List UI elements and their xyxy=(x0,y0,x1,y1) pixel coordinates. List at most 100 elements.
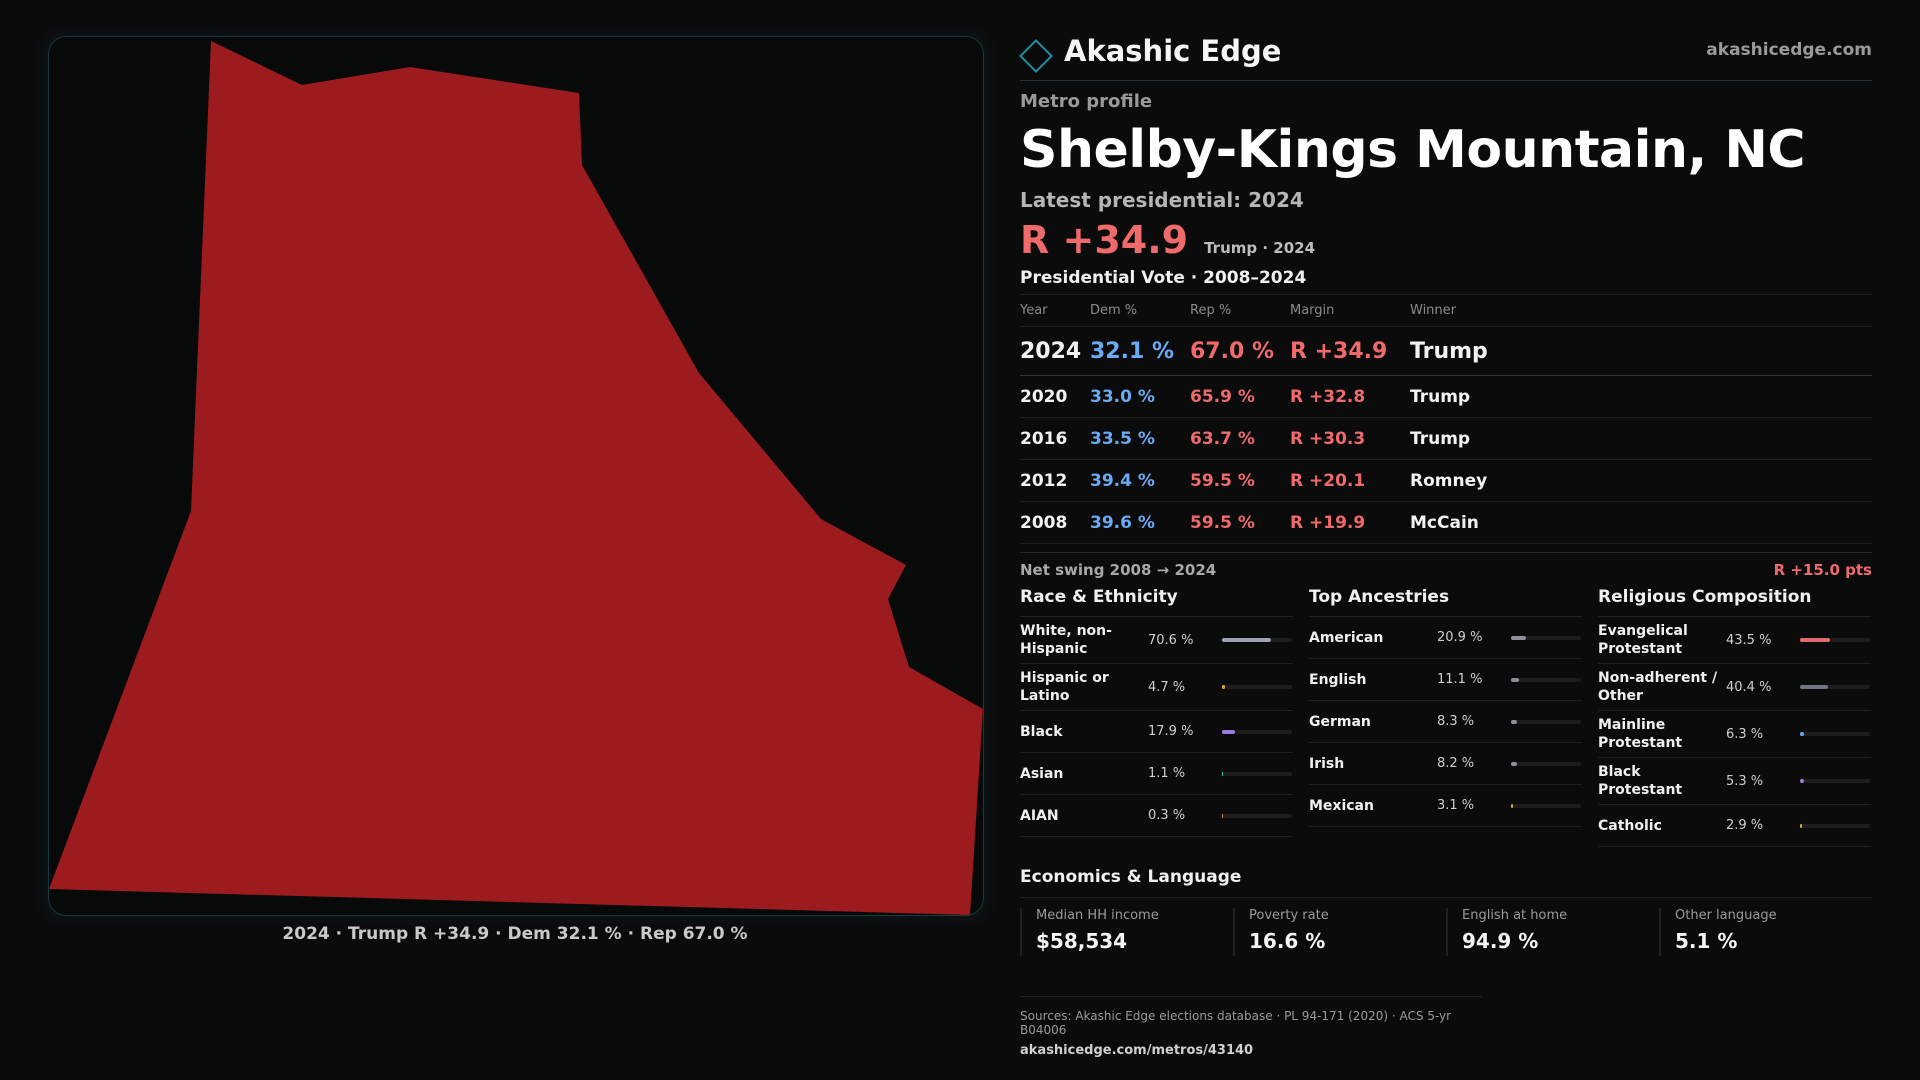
cell-dem: 32.1 % xyxy=(1090,326,1190,376)
econ-label: Median HH income xyxy=(1036,908,1159,923)
race-bar-track xyxy=(1222,729,1292,734)
religion-bar-fill xyxy=(1800,685,1829,689)
col-header-dem: Dem % xyxy=(1090,294,1190,327)
race-row: AIAN 0.3 % xyxy=(1020,795,1293,837)
econ-label: English at home xyxy=(1462,908,1568,923)
net-swing-label: Net swing 2008 → 2024 xyxy=(1020,561,1217,579)
cell-year: 2024 xyxy=(1020,326,1090,376)
religion-label: Non-adherent / Other xyxy=(1598,670,1718,704)
econ-value: $58,534 xyxy=(1036,929,1128,953)
page-eyebrow: Metro profile xyxy=(1020,91,1153,112)
metro-area-shape[interactable] xyxy=(49,41,983,915)
profile-panel: Akashic Edge akashicedge.com Metro profi… xyxy=(1019,30,1872,1058)
race-pct: 0.3 % xyxy=(1148,808,1186,823)
ancestry-section-title: Top Ancestries xyxy=(1309,587,1582,617)
race-row: Black 17.9 % xyxy=(1020,711,1293,753)
page-title: Shelby-Kings Mountain, NC xyxy=(1020,120,1806,180)
econ-value: 5.1 % xyxy=(1675,929,1738,953)
ancestry-row: American 20.9 % xyxy=(1309,617,1582,659)
religion-bar-fill xyxy=(1800,638,1831,642)
religion-label: Black Protestant xyxy=(1598,764,1683,798)
brand-header: Akashic Edge akashicedge.com xyxy=(1019,30,1872,81)
ancestry-row: Mexican 3.1 % xyxy=(1309,785,1582,827)
race-bar-fill xyxy=(1222,771,1224,776)
race-bar-track xyxy=(1222,813,1292,818)
religion-label: Evangelical Protestant xyxy=(1598,623,1688,657)
presidential-table: Year Dem % Rep % Margin Winner 2024 32.1 … xyxy=(1020,294,1872,544)
race-row: White, non-Hispanic 70.6 % xyxy=(1020,617,1293,664)
net-swing-value: R +15.0 pts xyxy=(1773,561,1872,579)
cell-winner: Trump xyxy=(1410,417,1872,460)
metro-shape-svg xyxy=(49,41,983,915)
headline-result: R +34.9 Trump · 2024 xyxy=(1020,218,1872,262)
religion-bar-track xyxy=(1800,779,1870,783)
religion-pct: 40.4 % xyxy=(1726,679,1772,695)
race-pct: 70.6 % xyxy=(1148,632,1194,648)
ancestry-bar-track xyxy=(1511,719,1581,724)
map-caption: 2024 · Trump R +34.9 · Dem 32.1 % · Rep … xyxy=(282,924,748,944)
table-row: 2008 39.6 % 59.5 % R +19.9 McCain xyxy=(1020,501,1872,544)
ancestry-pct: 8.2 % xyxy=(1437,756,1475,771)
econ-value: 94.9 % xyxy=(1462,929,1539,953)
race-bar-fill xyxy=(1222,685,1226,689)
religion-pct: 43.5 % xyxy=(1726,632,1772,648)
ancestry-pct: 8.3 % xyxy=(1437,714,1475,729)
ancestry-bar-fill xyxy=(1511,677,1519,682)
latest-election-label: Latest presidential: 2024 xyxy=(1020,188,1304,212)
ancestry-bar-fill xyxy=(1511,761,1517,766)
ancestry-label: English xyxy=(1309,671,1367,688)
ancestry-label: American xyxy=(1309,629,1384,646)
race-label: AIAN xyxy=(1020,807,1059,824)
cell-margin: R +32.8 xyxy=(1290,375,1410,418)
econ-label: Poverty rate xyxy=(1249,908,1329,923)
race-row: Hispanic or Latino 4.7 % xyxy=(1020,664,1293,711)
race-bar-track xyxy=(1222,685,1292,689)
ancestry-row: English 11.1 % xyxy=(1309,659,1582,701)
race-bar-track xyxy=(1222,771,1292,776)
race-label: White, non-Hispanic xyxy=(1020,623,1112,657)
demographics-columns: Race & Ethnicity White, non-Hispanic 70.6… xyxy=(1020,587,1872,847)
religion-row: Non-adherent / Other 40.4 % xyxy=(1598,664,1871,711)
religion-pct: 5.3 % xyxy=(1726,773,1764,789)
ancestry-panel: Top Ancestries American 20.9 % English 11.1… xyxy=(1309,587,1582,847)
econ-poverty-rate: Poverty rate 16.6 % xyxy=(1233,908,1446,956)
cell-dem: 33.0 % xyxy=(1090,375,1190,418)
ancestry-bar-fill xyxy=(1511,635,1526,640)
race-bar-fill xyxy=(1222,813,1224,818)
cell-year: 2008 xyxy=(1020,501,1090,544)
cell-rep: 59.5 % xyxy=(1190,459,1290,502)
race-row: Asian 1.1 % xyxy=(1020,753,1293,795)
race-bar-fill xyxy=(1222,729,1235,734)
cell-margin: R +19.9 xyxy=(1290,501,1410,544)
ancestry-bar-fill xyxy=(1511,719,1517,724)
ancestry-label: Mexican xyxy=(1309,797,1374,814)
race-label: Black xyxy=(1020,723,1063,740)
metro-map[interactable] xyxy=(48,36,984,916)
ancestry-label: Irish xyxy=(1309,755,1345,772)
econ-english-at-home: English at home 94.9 % xyxy=(1446,908,1659,956)
religion-bar-track xyxy=(1800,732,1870,736)
ancestry-bar-fill xyxy=(1511,803,1514,808)
sources-footer: Sources: Akashic Edge elections database… xyxy=(1020,996,1482,1058)
race-pct: 1.1 % xyxy=(1148,766,1186,781)
source-url-link[interactable]: akashicedge.com/metros/43140 xyxy=(1020,1043,1254,1058)
brand-url-link[interactable]: akashicedge.com xyxy=(1706,40,1872,60)
race-pct: 4.7 % xyxy=(1148,679,1186,695)
religion-bar-fill xyxy=(1800,732,1805,736)
ancestry-label: German xyxy=(1309,713,1371,730)
religion-bar-track xyxy=(1800,685,1870,689)
economics-section-title: Economics & Language xyxy=(1020,867,1872,898)
ancestry-pct: 11.1 % xyxy=(1437,672,1483,687)
cell-margin: R +30.3 xyxy=(1290,417,1410,460)
ancestry-bar-track xyxy=(1511,635,1581,640)
headline-note: Trump · 2024 xyxy=(1204,239,1316,257)
diamond-logo-icon xyxy=(1019,39,1053,73)
cell-winner: Romney xyxy=(1410,459,1872,502)
table-header-row: Year Dem % Rep % Margin Winner xyxy=(1020,294,1872,327)
religion-label: Mainline Protestant xyxy=(1598,717,1683,751)
cell-year: 2012 xyxy=(1020,459,1090,502)
presidential-section-title: Presidential Vote · 2008–2024 xyxy=(1020,268,1307,288)
econ-other-language: Other language 5.1 % xyxy=(1659,908,1872,956)
col-header-winner: Winner xyxy=(1410,294,1872,327)
religion-bar-track xyxy=(1800,823,1870,828)
